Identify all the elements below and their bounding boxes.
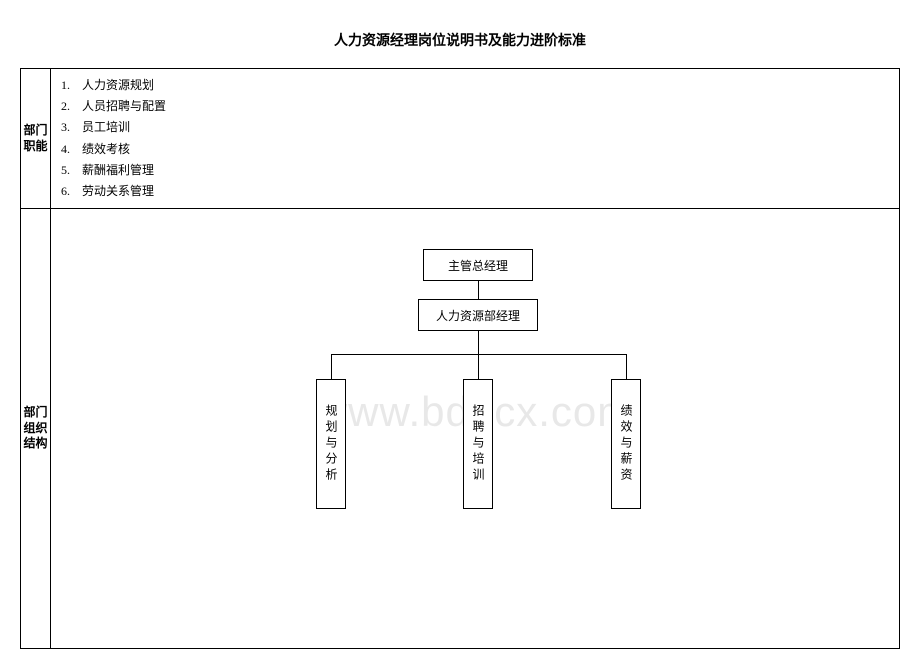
connector bbox=[478, 331, 479, 354]
org-node-leaf-recruit: 招聘与培训 bbox=[463, 379, 493, 509]
connector bbox=[478, 281, 479, 299]
connector bbox=[626, 354, 627, 379]
functions-cell: 1. 人力资源规划 2. 人员招聘与配置 3. 员工培训 4. 绩效考核 5. … bbox=[51, 69, 900, 209]
list-item: 1. 人力资源规划 bbox=[61, 75, 889, 96]
org-structure-row: 部门组织结构 www.bdocx.com 主管总经理 人力资源部经理 规划与分析… bbox=[21, 209, 900, 649]
list-item: 3. 员工培训 bbox=[61, 117, 889, 138]
connector bbox=[331, 354, 332, 379]
functions-header: 部门职能 bbox=[21, 69, 51, 209]
org-cell: www.bdocx.com 主管总经理 人力资源部经理 规划与分析 招聘与培训 … bbox=[51, 209, 900, 649]
org-chart: www.bdocx.com 主管总经理 人力资源部经理 规划与分析 招聘与培训 … bbox=[51, 209, 899, 648]
org-node-top: 主管总经理 bbox=[423, 249, 533, 281]
functions-row: 部门职能 1. 人力资源规划 2. 人员招聘与配置 3. 员工培训 4. 绩效考… bbox=[21, 69, 900, 209]
org-header: 部门组织结构 bbox=[21, 209, 51, 649]
list-item: 4. 绩效考核 bbox=[61, 139, 889, 160]
org-node-leaf-performance: 绩效与薪资 bbox=[611, 379, 641, 509]
org-node-mid: 人力资源部经理 bbox=[418, 299, 538, 331]
main-table: 部门职能 1. 人力资源规划 2. 人员招聘与配置 3. 员工培训 4. 绩效考… bbox=[20, 68, 900, 649]
functions-list: 1. 人力资源规划 2. 人员招聘与配置 3. 员工培训 4. 绩效考核 5. … bbox=[61, 75, 889, 202]
list-item: 5. 薪酬福利管理 bbox=[61, 160, 889, 181]
org-node-leaf-planning: 规划与分析 bbox=[316, 379, 346, 509]
list-item: 2. 人员招聘与配置 bbox=[61, 96, 889, 117]
list-item: 6. 劳动关系管理 bbox=[61, 181, 889, 202]
page-title: 人力资源经理岗位说明书及能力进阶标准 bbox=[0, 0, 920, 68]
connector bbox=[478, 354, 479, 379]
